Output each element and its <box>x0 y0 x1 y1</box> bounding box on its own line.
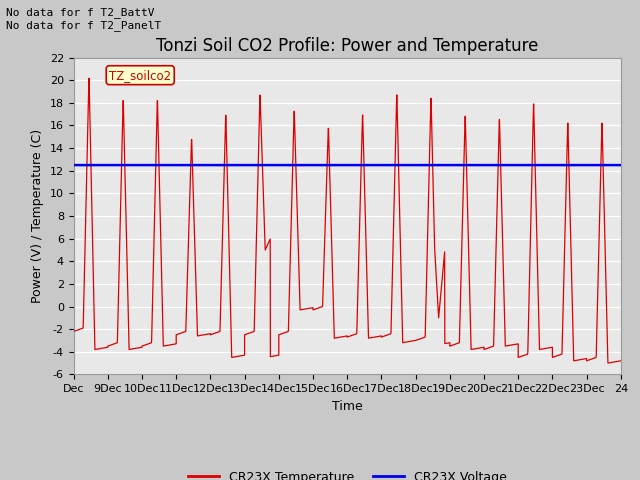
X-axis label: Time: Time <box>332 400 363 413</box>
Text: No data for f T2_BattV
No data for f T2_PanelT: No data for f T2_BattV No data for f T2_… <box>6 7 162 31</box>
Legend: CR23X Temperature, CR23X Voltage: CR23X Temperature, CR23X Voltage <box>182 466 512 480</box>
Text: TZ_soilco2: TZ_soilco2 <box>109 69 172 82</box>
Y-axis label: Power (V) / Temperature (C): Power (V) / Temperature (C) <box>31 129 44 303</box>
Title: Tonzi Soil CO2 Profile: Power and Temperature: Tonzi Soil CO2 Profile: Power and Temper… <box>156 36 538 55</box>
